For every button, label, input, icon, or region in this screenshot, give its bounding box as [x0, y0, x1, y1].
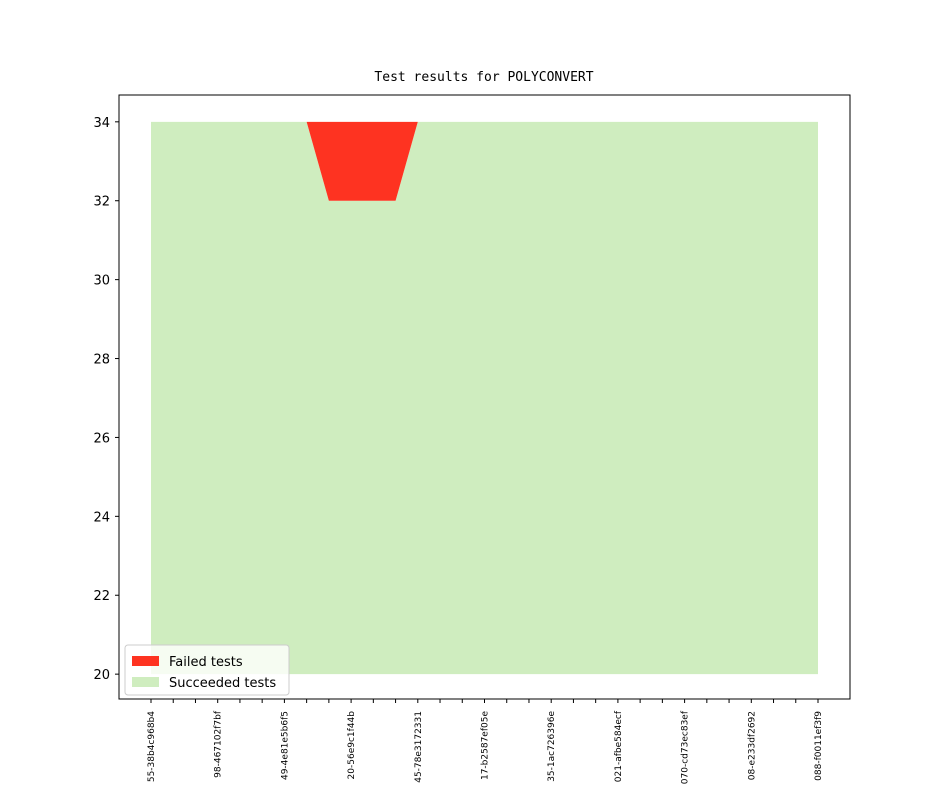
x-tick-label: 20-56e9c1f44b [347, 711, 357, 780]
x-tick-label: 45-78e3172331 [414, 711, 424, 783]
area [151, 121, 818, 201]
y-tick-label: 28 [93, 353, 110, 368]
y-tick-label: 20 [93, 668, 110, 683]
y-tick-label: 30 [93, 274, 110, 289]
x-tick-label: 08-e233df2692 [747, 711, 757, 780]
y-tick-label: 22 [93, 589, 110, 604]
x-tick-label: 55-38b4c968b4 [147, 711, 157, 782]
x-tick-label: 35-1ac726396e [547, 711, 557, 782]
x-tick-label: 070-cd73ec83ef [681, 710, 691, 784]
y-tick-label: 32 [93, 195, 110, 210]
legend-label: Succeeded tests [169, 676, 276, 691]
legend-label: Failed tests [169, 655, 243, 670]
x-tick-label: 021-afbe584ecf [614, 710, 624, 782]
x-tick-label: 49-4e81e5b6f5 [280, 711, 290, 780]
chart-title: Test results for POLYCONVERT [374, 70, 593, 85]
legend-swatch [132, 677, 159, 687]
legend-box [124, 644, 290, 696]
y-tick-label: 34 [93, 116, 110, 131]
x-tick-label: 088-f0011ef3f9 [814, 711, 824, 781]
x-tick-label: 98-467102f7bf [214, 710, 224, 778]
x-tick-label: 17-b2587ef05e [481, 711, 491, 780]
y-tick-label: 24 [93, 510, 110, 525]
plot-area [151, 121, 818, 675]
y-tick-label: 26 [93, 431, 110, 446]
area [151, 121, 818, 675]
legend-swatch [132, 656, 159, 666]
